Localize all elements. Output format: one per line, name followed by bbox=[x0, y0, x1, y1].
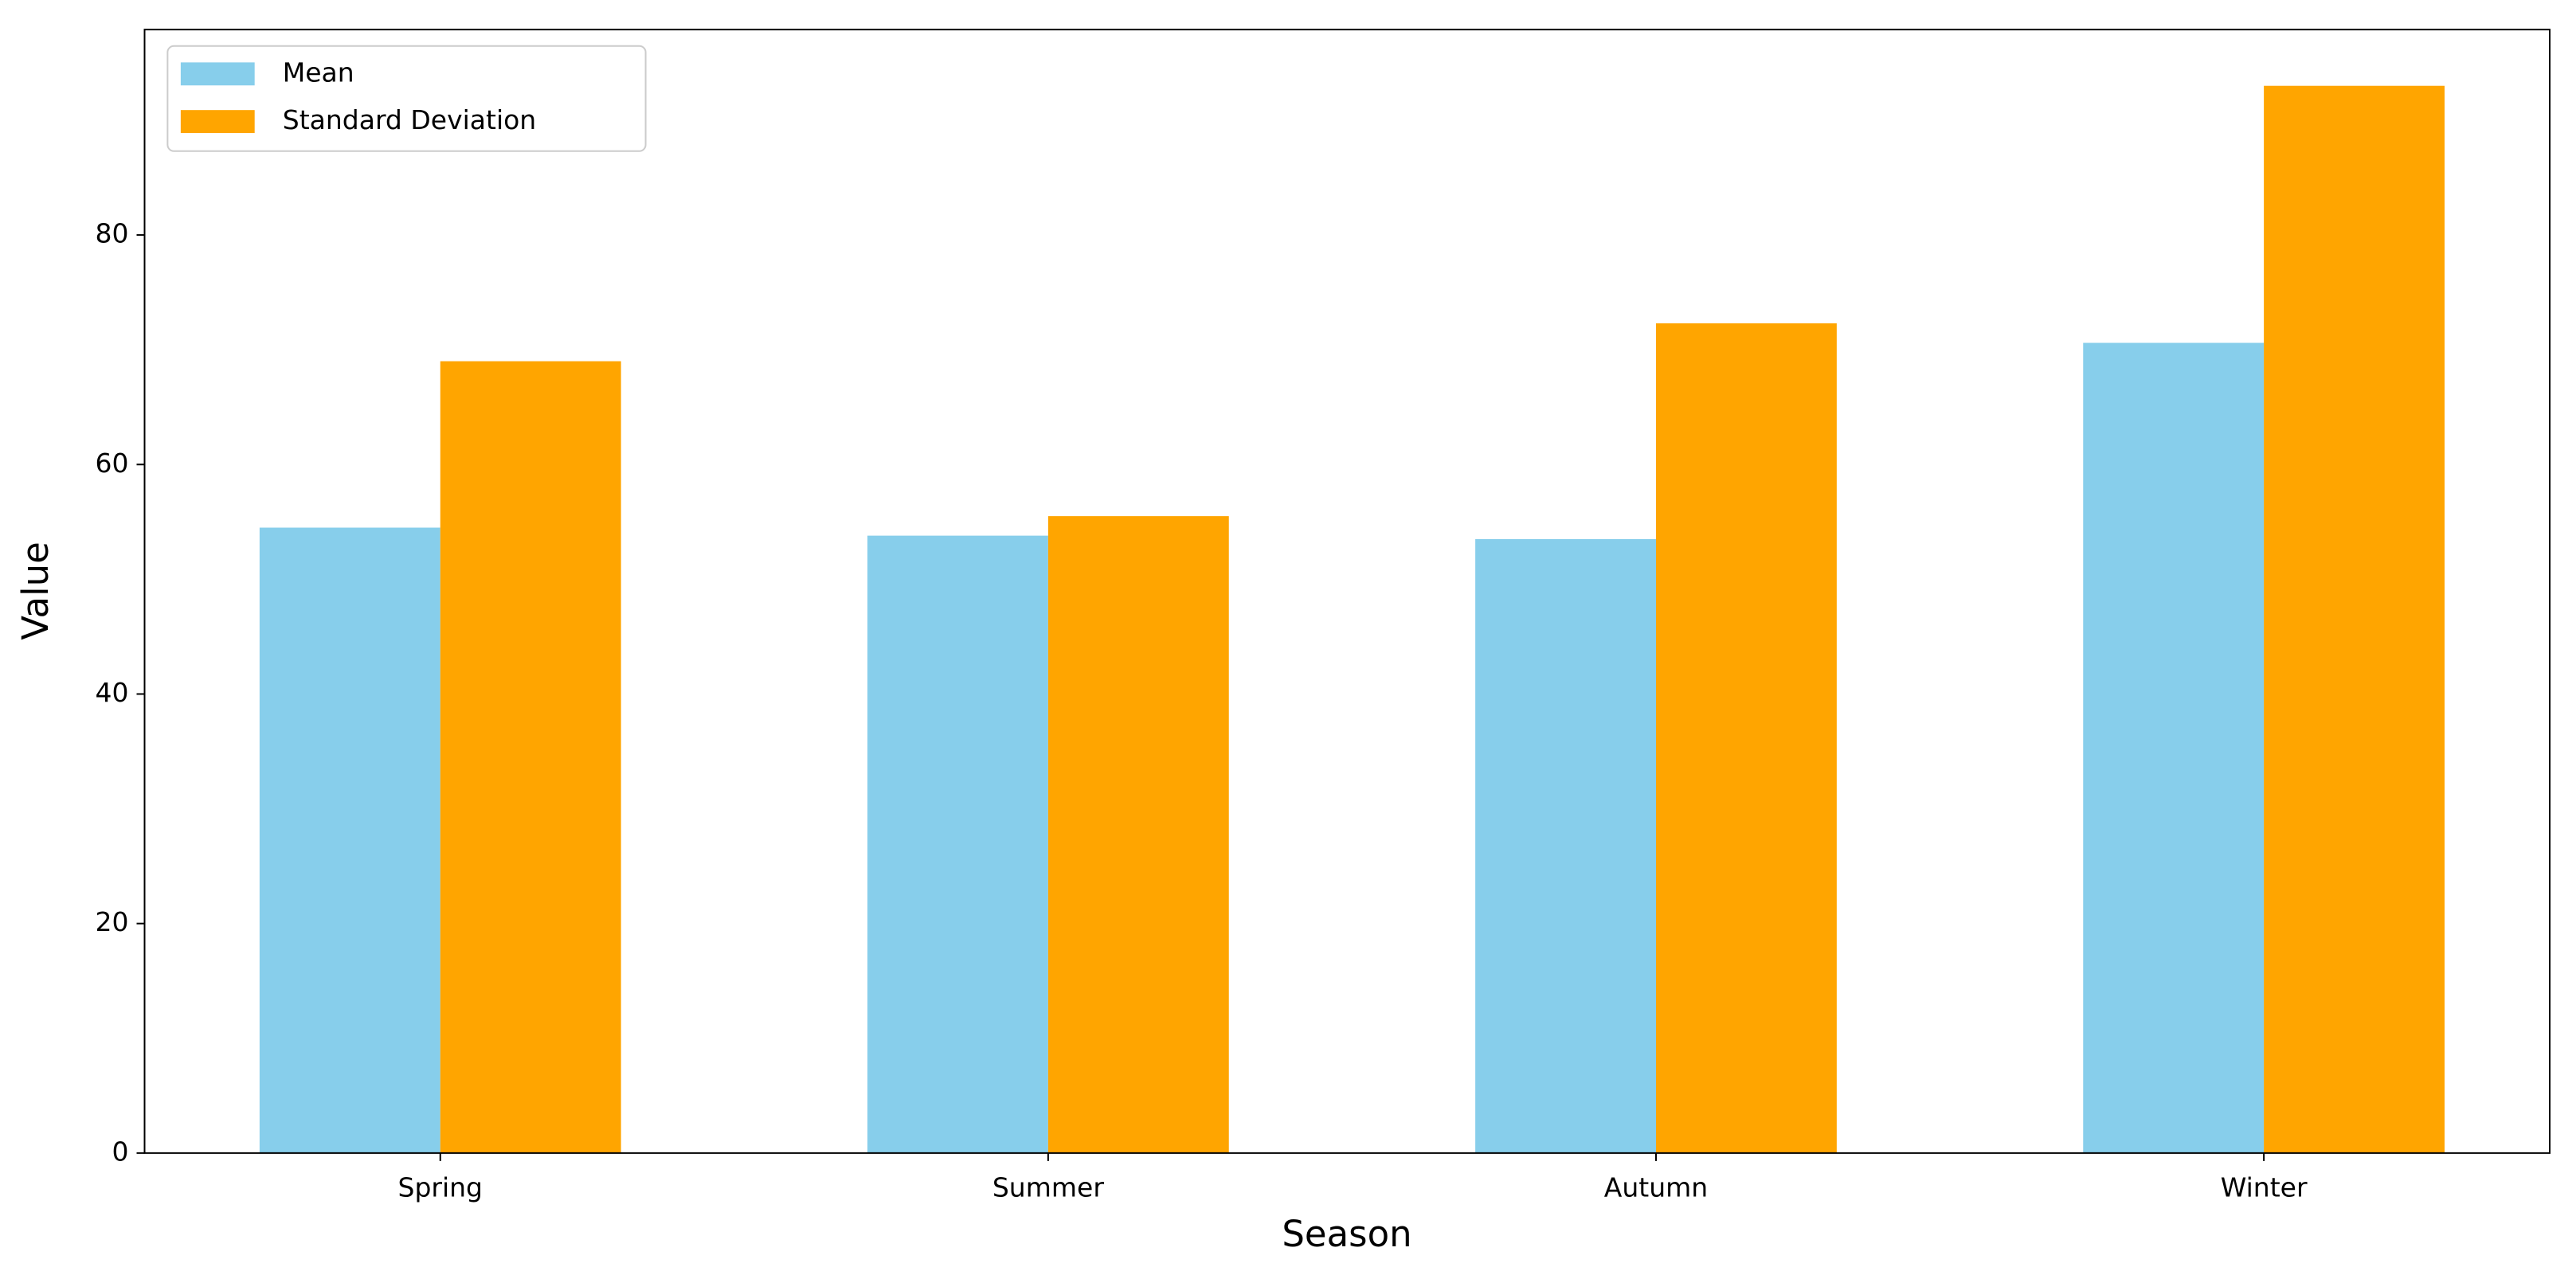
bar bbox=[1475, 538, 1656, 1153]
y-tick-label: 20 bbox=[96, 906, 129, 937]
x-axis-label: Season bbox=[1282, 1213, 1411, 1255]
legend-label: Standard Deviation bbox=[283, 104, 536, 135]
bar bbox=[1047, 516, 1229, 1153]
bar bbox=[867, 535, 1048, 1153]
y-tick-label: 60 bbox=[96, 448, 129, 479]
bar bbox=[2264, 85, 2445, 1153]
x-tick-label: Winter bbox=[2221, 1171, 2308, 1203]
bar bbox=[259, 527, 440, 1153]
x-tick-label: Spring bbox=[398, 1171, 483, 1203]
y-axis-label: Value bbox=[14, 542, 57, 640]
x-tick-label: Autumn bbox=[1604, 1171, 1708, 1203]
legend-swatch bbox=[180, 110, 255, 134]
legend-swatch bbox=[180, 62, 255, 86]
bar bbox=[440, 361, 621, 1153]
legend-box bbox=[166, 45, 647, 152]
plot-frame bbox=[143, 29, 2551, 1154]
y-tick-label: 40 bbox=[96, 677, 129, 708]
bar bbox=[1656, 323, 1837, 1153]
bar bbox=[2083, 342, 2265, 1153]
legend-label: Mean bbox=[283, 57, 354, 88]
x-tick-label: Summer bbox=[992, 1171, 1104, 1203]
y-tick-label: 0 bbox=[112, 1136, 129, 1167]
y-tick-label: 80 bbox=[96, 218, 129, 249]
